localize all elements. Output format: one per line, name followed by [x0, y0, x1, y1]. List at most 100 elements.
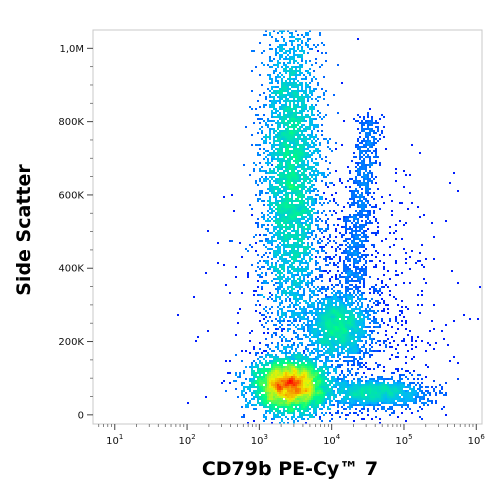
density-cell: [289, 70, 291, 72]
density-cell: [281, 108, 283, 110]
density-cell: [299, 262, 301, 264]
density-cell: [297, 84, 299, 86]
density-cell: [295, 244, 297, 246]
density-cell: [299, 286, 301, 288]
density-cell: [265, 170, 267, 172]
density-cell: [327, 228, 329, 230]
density-cell: [273, 230, 275, 232]
density-cell: [337, 378, 339, 380]
density-cell: [269, 378, 271, 380]
density-cell: [281, 376, 283, 378]
density-cell: [349, 352, 351, 354]
density-cell: [307, 168, 309, 170]
density-cell: [259, 106, 261, 108]
density-cell: [349, 170, 351, 172]
density-cell: [293, 262, 295, 264]
density-cell: [311, 184, 313, 186]
density-cell: [281, 36, 283, 38]
density-cell: [257, 200, 259, 202]
density-cell: [337, 332, 339, 334]
density-cell: [311, 234, 313, 236]
density-cell: [317, 152, 319, 154]
density-cell: [297, 94, 299, 96]
density-cell: [395, 298, 397, 300]
density-cell: [357, 266, 359, 268]
density-cell: [275, 370, 277, 372]
density-cell: [359, 310, 361, 312]
density-cell: [359, 322, 361, 324]
density-cell: [253, 348, 255, 350]
density-cell: [361, 124, 363, 126]
density-cell: [423, 266, 425, 268]
density-cell: [287, 358, 289, 360]
density-cell: [353, 182, 355, 184]
density-cell: [263, 260, 265, 262]
density-cell: [309, 128, 311, 130]
density-cell: [351, 350, 353, 352]
density-cell: [327, 238, 329, 240]
density-cell: [349, 326, 351, 328]
density-cell: [299, 280, 301, 282]
density-cell: [289, 154, 291, 156]
density-cell: [269, 180, 271, 182]
density-cell: [375, 152, 377, 154]
density-cell: [295, 178, 297, 180]
density-cell: [287, 100, 289, 102]
density-cell: [365, 156, 367, 158]
density-cell: [279, 374, 281, 376]
density-cell: [297, 240, 299, 242]
density-cell: [359, 240, 361, 242]
density-cell: [327, 242, 329, 244]
density-cell: [319, 338, 321, 340]
density-cell: [305, 284, 307, 286]
density-cell: [323, 304, 325, 306]
density-cell: [315, 320, 317, 322]
density-cell: [323, 230, 325, 232]
density-cell: [349, 332, 351, 334]
density-cell: [287, 292, 289, 294]
density-cell: [269, 216, 271, 218]
density-cell: [349, 320, 351, 322]
density-cell: [311, 136, 313, 138]
density-cell: [307, 72, 309, 74]
density-cell: [275, 360, 277, 362]
density-cell: [273, 364, 275, 366]
density-cell: [347, 348, 349, 350]
density-cell: [353, 364, 355, 366]
density-cell: [307, 378, 309, 380]
density-cell: [293, 210, 295, 212]
density-cell: [285, 240, 287, 242]
density-cell: [381, 196, 383, 198]
density-cell: [259, 170, 261, 172]
density-cell: [271, 266, 273, 268]
density-cell: [365, 254, 367, 256]
density-cell: [347, 350, 349, 352]
density-cell: [269, 374, 271, 376]
density-cell: [305, 312, 307, 314]
density-cell: [259, 370, 261, 372]
density-cell: [283, 312, 285, 314]
density-cell: [365, 256, 367, 258]
density-cell: [279, 252, 281, 254]
density-cell: [309, 86, 311, 88]
density-cell: [303, 326, 305, 328]
density-cell: [317, 44, 319, 46]
density-cell: [355, 188, 357, 190]
density-cell: [343, 312, 345, 314]
density-cell: [265, 350, 267, 352]
density-cell: [345, 316, 347, 318]
density-cell: [331, 246, 333, 248]
density-cell: [275, 332, 277, 334]
density-cell: [347, 228, 349, 230]
density-cell: [327, 338, 329, 340]
density-cell: [283, 236, 285, 238]
density-cell: [303, 74, 305, 76]
density-cell: [297, 228, 299, 230]
density-cell: [323, 362, 325, 364]
density-cell: [335, 228, 337, 230]
density-cell: [411, 358, 413, 360]
density-cell: [271, 148, 273, 150]
density-cell: [247, 274, 249, 276]
density-cell: [297, 242, 299, 244]
